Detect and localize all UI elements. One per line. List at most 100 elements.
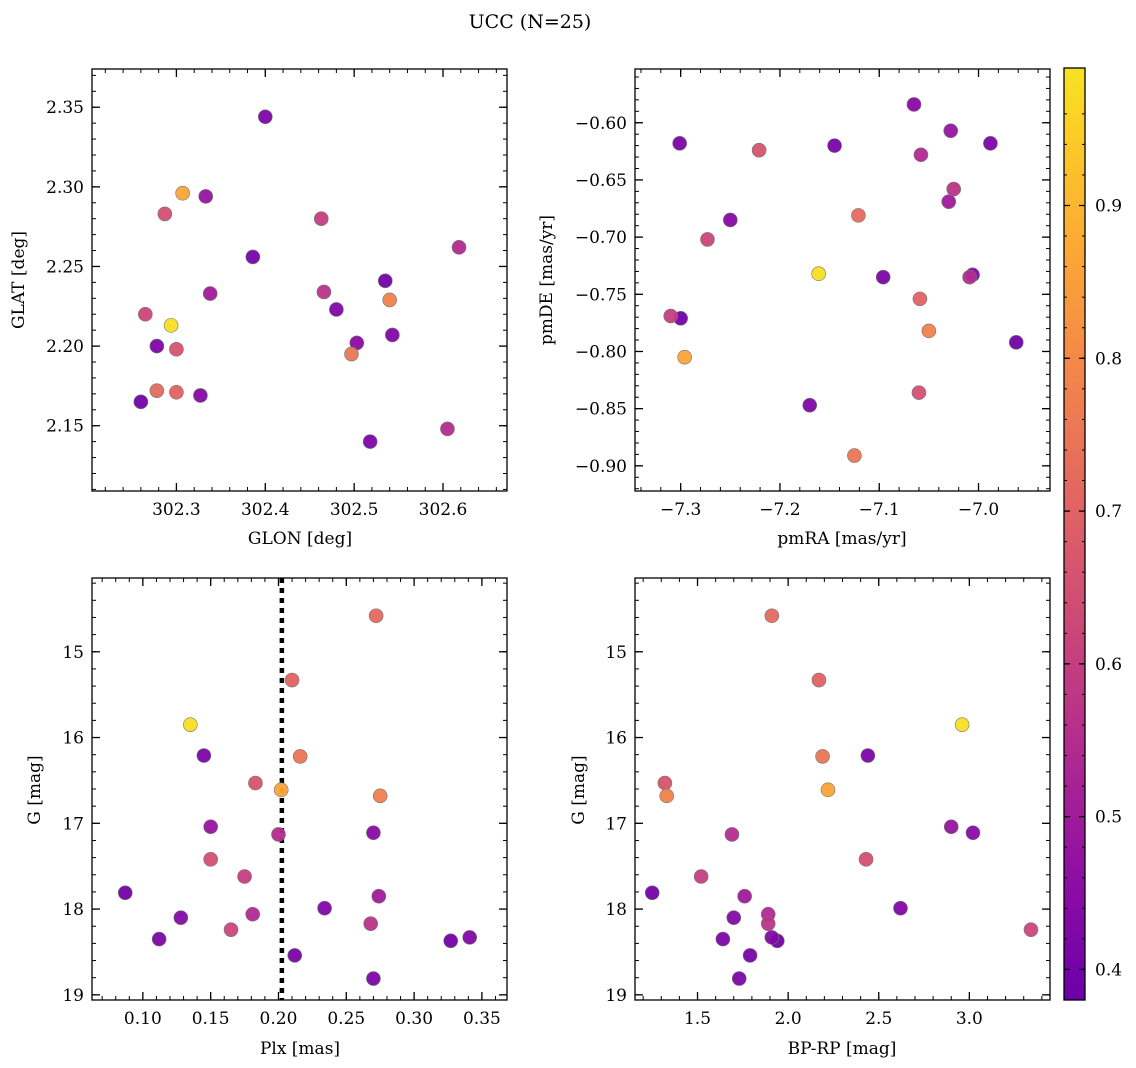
scatter-series: [663, 97, 1024, 463]
scatter-point: [693, 869, 709, 884]
y-tick-label: 19: [605, 986, 627, 1006]
scatter-point: [954, 717, 970, 732]
scatter-point: [237, 869, 252, 884]
x-tick-label: 2.0: [775, 1009, 802, 1029]
scatter-point: [198, 189, 214, 204]
scatter-point: [257, 109, 273, 125]
y-tick-label: −0.90: [575, 457, 627, 477]
x-tick-label: 302.4: [241, 500, 290, 520]
x-axis-label: GLON [deg]: [248, 529, 352, 549]
scatter-point: [764, 608, 780, 624]
scatter-point: [169, 384, 184, 400]
x-tick-label: 0.20: [260, 1009, 298, 1029]
scatter-point: [760, 916, 776, 931]
scatter-point: [913, 147, 929, 163]
ticks: 302.3 302.4 302.5 302.6 2.15 2.20 2.25 2.30 2.35: [46, 69, 507, 520]
scatter-point: [677, 349, 692, 365]
scatter-point: [329, 302, 344, 317]
scatter-point: [245, 906, 261, 922]
colorbar-tick-label: 0.9: [1095, 197, 1122, 217]
scatter-point: [462, 930, 478, 945]
scatter-point: [731, 971, 747, 986]
scatter-point: [175, 185, 190, 201]
panel-pmra-pmde: pmRA [mas/yr] pmDE [mas/yr]: [537, 215, 907, 549]
scatter-series: [644, 608, 1039, 986]
axes-3: 0.10 0.15 0.20 0.25 0.30 0.35 15 16 17 18 19: [62, 577, 508, 1029]
y-axis-label: GLAT [deg]: [9, 231, 29, 329]
scatter-point: [764, 930, 780, 945]
scatter-point: [811, 672, 827, 688]
x-tick-label: 0.25: [327, 1009, 365, 1029]
scatter-point: [149, 338, 165, 354]
y-tick-label: −0.75: [575, 285, 627, 305]
y-tick-label: 18: [605, 900, 627, 920]
y-tick-label: 19: [62, 986, 84, 1006]
scatter-point: [443, 933, 459, 949]
y-tick-label: 2.25: [46, 257, 84, 277]
x-axis-label: Plx [mas]: [260, 1039, 340, 1059]
y-tick-label: 2.35: [46, 98, 84, 118]
scatter-point: [802, 397, 818, 413]
y-tick-label: 16: [62, 729, 84, 749]
scatter-point: [248, 775, 263, 791]
axes-1: 302.3 302.4 302.5 302.6 2.15 2.20 2.25 2.30 2.35: [46, 68, 508, 520]
ticks: 1.5 2.0 2.5 3.0 15 16 17 18 19: [605, 578, 1050, 1029]
axes-4: 1.5 2.0 2.5 3.0 15 16 17 18 19: [605, 577, 1051, 1029]
scatter-point: [344, 346, 359, 362]
y-tick-label: 16: [605, 729, 627, 749]
scatter-point: [173, 910, 189, 925]
scatter-point: [811, 266, 826, 282]
y-tick-label: 17: [605, 814, 627, 834]
scatter-point: [193, 388, 208, 403]
scatter-point: [1023, 922, 1039, 937]
scatter-point: [440, 421, 455, 437]
scatter-point: [657, 775, 673, 791]
x-tick-label: −7.2: [759, 500, 800, 520]
scatter-point: [317, 900, 332, 916]
scatter-point: [223, 922, 239, 937]
y-tick-label: −0.70: [575, 228, 627, 248]
x-tick-label: 0.15: [192, 1009, 230, 1029]
scatter-point: [742, 948, 758, 963]
colorbar-frame: [1063, 67, 1086, 1001]
scatter-point: [663, 308, 679, 324]
colorbar-tick-label: 0.7: [1095, 502, 1122, 522]
scatter-point: [202, 286, 218, 301]
scatter-point: [362, 434, 378, 449]
scatter-point: [169, 341, 184, 357]
x-tick-label: 302.5: [330, 500, 379, 520]
scatter-point: [196, 748, 212, 763]
scatter-point: [858, 852, 874, 867]
plot-area: 302.3 302.4 302.5 302.6 2.15 2.20 2.25 2.30 2.35…: [46, 68, 1051, 1029]
scatter-point: [382, 292, 397, 308]
scatter-point: [893, 900, 908, 916]
scatter-point: [363, 916, 379, 931]
axes-frame: [634, 68, 1051, 492]
axes-2: −7.3 −7.2 −7.1 −7.0 −0.90 −0.85 −0.80 −0.75 −0.7…: [575, 68, 1051, 520]
colorbar: 0.4 0.5 0.6 0.7 0.8 0.9: [1063, 67, 1122, 1001]
scatter-point: [203, 852, 218, 867]
y-tick-label: 18: [62, 900, 84, 920]
scatter-point: [644, 885, 660, 901]
panel-plx-g: Plx [mas] G [mag]: [25, 755, 340, 1059]
y-tick-label: −0.65: [575, 171, 627, 191]
scatter-series: [117, 608, 478, 986]
scatter-point: [946, 181, 961, 197]
colorbar-tick-label: 0.5: [1095, 808, 1122, 828]
scatter-point: [672, 136, 687, 151]
x-tick-label: 0.10: [124, 1009, 162, 1029]
colorbar-tick-label: 0.4: [1095, 960, 1122, 980]
scatter-point: [911, 385, 927, 400]
x-tick-label: 1.5: [684, 1009, 711, 1029]
scatter-point: [313, 211, 329, 226]
scatter-point: [316, 284, 332, 300]
x-axis-label: BP-RP [mag]: [788, 1039, 897, 1059]
scatter-point: [983, 136, 998, 151]
scatter-point: [371, 888, 387, 904]
y-tick-label: 2.30: [46, 178, 84, 198]
scatter-point: [962, 269, 977, 285]
scatter-point: [943, 819, 959, 835]
colorbar-gradient: [1064, 68, 1085, 1000]
x-axis-label: pmRA [mas/yr]: [777, 529, 906, 549]
scatter-point: [183, 717, 198, 732]
